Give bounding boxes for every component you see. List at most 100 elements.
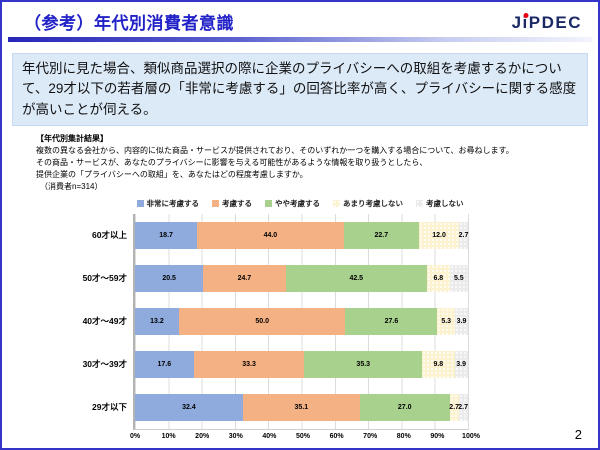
bar-value-label: 18.7 [159,231,173,239]
stacked-bar: 32.4 35.1 27.0 2.7 2.7 [135,393,468,421]
logo-letter: J [511,13,523,32]
x-tick-label: 70% [363,432,378,440]
bar-segment: 9.8 [422,350,455,378]
survey-note-line: 提供企業の「プライバシーへの取組」を、あなたはどの程度考慮しますか。 [36,169,308,179]
bar-value-label: 35.1 [294,403,309,411]
bar-row: 20.5 24.7 42.5 6.8 5.5 [135,257,468,300]
x-tick-label: 10% [161,432,176,440]
bar-value-label: 35.3 [356,360,371,368]
page-title: （参考）年代別消費者意識 [24,14,234,33]
logo-letter-i: i [522,13,529,32]
bar-segment: 35.1 [242,393,360,421]
bar-value-label: 44.0 [263,231,278,239]
legend-item: あまり考慮しない [333,198,403,209]
bar-value-label: 24.7 [237,274,252,282]
stacked-bar: 20.5 24.7 42.5 6.8 5.5 [135,264,468,292]
bar-value-label: 12.0 [432,231,446,239]
legend-swatch-icon [333,200,340,208]
x-tick-label: 20% [195,432,210,440]
plot-area: 18.7 44.0 22.7 12.0 2.7 20.5 24.7 42.5 6.8 5.5 13.… [133,213,469,430]
bar-value-label: 3.9 [456,360,466,368]
bar-value-label: 27.6 [384,317,399,325]
bar-row: 17.6 33.3 35.3 9.8 3.9 [135,343,468,386]
category-label: 29才以下 [92,402,127,413]
stacked-bar: 17.6 33.3 35.3 9.8 3.9 [135,350,468,378]
bar-value-label: 17.6 [157,360,172,368]
legend-label: あまり考慮しない [343,199,403,209]
legend-label: 非常に考慮する [146,199,200,209]
bar-value-label: 9.8 [433,360,444,368]
category-label: 40才～49才 [82,316,127,327]
bar-segment: 18.7 [135,221,198,249]
category-label: 50才～59才 [82,273,127,284]
bar-segment: 32.4 [135,393,243,421]
bar-segment: 22.7 [343,221,420,249]
legend-label: やや考慮する [275,199,320,209]
summary-box: 年代別に見た場合、類似商品選択の際に企業のプライバシーへの取組を考慮するかについ… [12,53,588,126]
x-tick-label: 60% [329,432,344,440]
x-tick-label: 30% [228,432,243,440]
legend-item: やや考慮する [265,198,320,209]
survey-note-line: その商品・サービスが、あなたのプライバシーに影響を与える可能性があるような情報を… [36,157,428,167]
bar-row: 13.2 50.0 27.6 5.3 3.9 [135,300,468,343]
page-number: 2 [574,427,582,442]
x-tick-label: 50% [295,432,311,440]
x-tick-label: 40% [262,432,277,440]
x-axis: 0% 10% 20% 30% 40% 50% 60% 70% 80% 90% 100% [130,430,480,444]
chart-body: 60才以上 50才～59才 40才～49才 30才～39才 29才以下 18.7 44.0… [2,213,598,430]
survey-note: 【年代別集計結果】 複数の異なる会社から、内容的に似た商品・サービスが提供されて… [36,133,598,193]
bar-value-label: 50.0 [255,317,270,325]
bar-segment: 3.9 [454,350,468,378]
bar-segment: 13.2 [135,307,179,335]
bar-segment: 3.9 [455,307,468,335]
bar-value-label: 13.2 [150,317,164,325]
legend-label: 考慮する [222,199,252,209]
stacked-bar: 13.2 50.0 27.6 5.3 3.9 [135,307,468,335]
bar-segment: 6.8 [427,264,450,292]
legend-item: 考慮しない [416,198,464,209]
bar-value-label: 6.8 [433,274,444,282]
bar-segment: 50.0 [178,307,346,335]
bar-value-label: 5.5 [453,274,464,282]
bar-row: 32.4 35.1 27.0 2.7 2.7 [135,386,468,429]
bar-segment: 2.7 [458,393,468,421]
stacked-bar-chart: 非常に考慮する 考慮する やや考慮する あまり考慮しない 考慮しない 60才以上 50才～… [2,198,598,444]
bar-value-label: 32.4 [182,403,196,411]
bar-value-label: 3.9 [456,317,467,325]
bar-segment: 2.7 [449,393,460,421]
legend-swatch-icon [136,200,144,208]
legend-swatch-icon [212,200,219,208]
bar-segment: 17.6 [135,350,194,378]
bar-value-label: 22.7 [374,231,389,239]
bar-segment: 20.5 [135,264,204,292]
logo-letters: PDEC [528,13,582,32]
category-label: 30才～39才 [82,359,127,370]
survey-sample-size: （消費者n=314） [40,181,103,191]
legend-item: 考慮する [212,198,252,209]
chart-legend: 非常に考慮する 考慮する やや考慮する あまり考慮しない 考慮しない [2,198,598,210]
bar-value-label: 42.5 [349,274,364,282]
x-tick-label: 100% [462,432,480,440]
bar-value-label: 2.7 [458,231,469,239]
bar-value-label: 33.3 [242,360,256,368]
x-tick-label: 80% [396,432,411,440]
x-tick-label: 0% [129,432,141,440]
bar-segment: 44.0 [197,221,344,249]
bar-segment: 12.0 [419,221,460,249]
jipdec-logo: J i PDEC [512,13,582,33]
legend-label: 考慮しない [426,199,464,209]
category-label: 60才以上 [92,230,127,241]
bar-segment: 35.3 [304,350,423,378]
category-labels: 60才以上 50才～59才 40才～49才 30才～39才 29才以下 [2,214,133,430]
bar-value-label: 2.7 [449,403,460,411]
bar-segment: 2.7 [458,221,469,249]
bar-segment: 5.5 [449,264,468,292]
header-divider [8,37,592,42]
slide-header: （参考）年代別消費者意識 J i PDEC [2,2,598,34]
bar-value-label: 27.0 [397,403,412,411]
bar-segment: 27.6 [345,307,438,335]
bar-segment: 33.3 [193,350,305,378]
stacked-bar: 18.7 44.0 22.7 12.0 2.7 [135,221,469,249]
bar-value-label: 20.5 [162,274,176,282]
